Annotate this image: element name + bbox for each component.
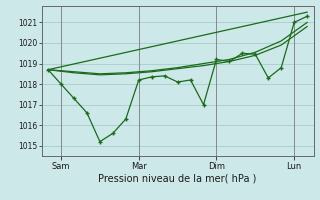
- X-axis label: Pression niveau de la mer( hPa ): Pression niveau de la mer( hPa ): [99, 173, 257, 183]
